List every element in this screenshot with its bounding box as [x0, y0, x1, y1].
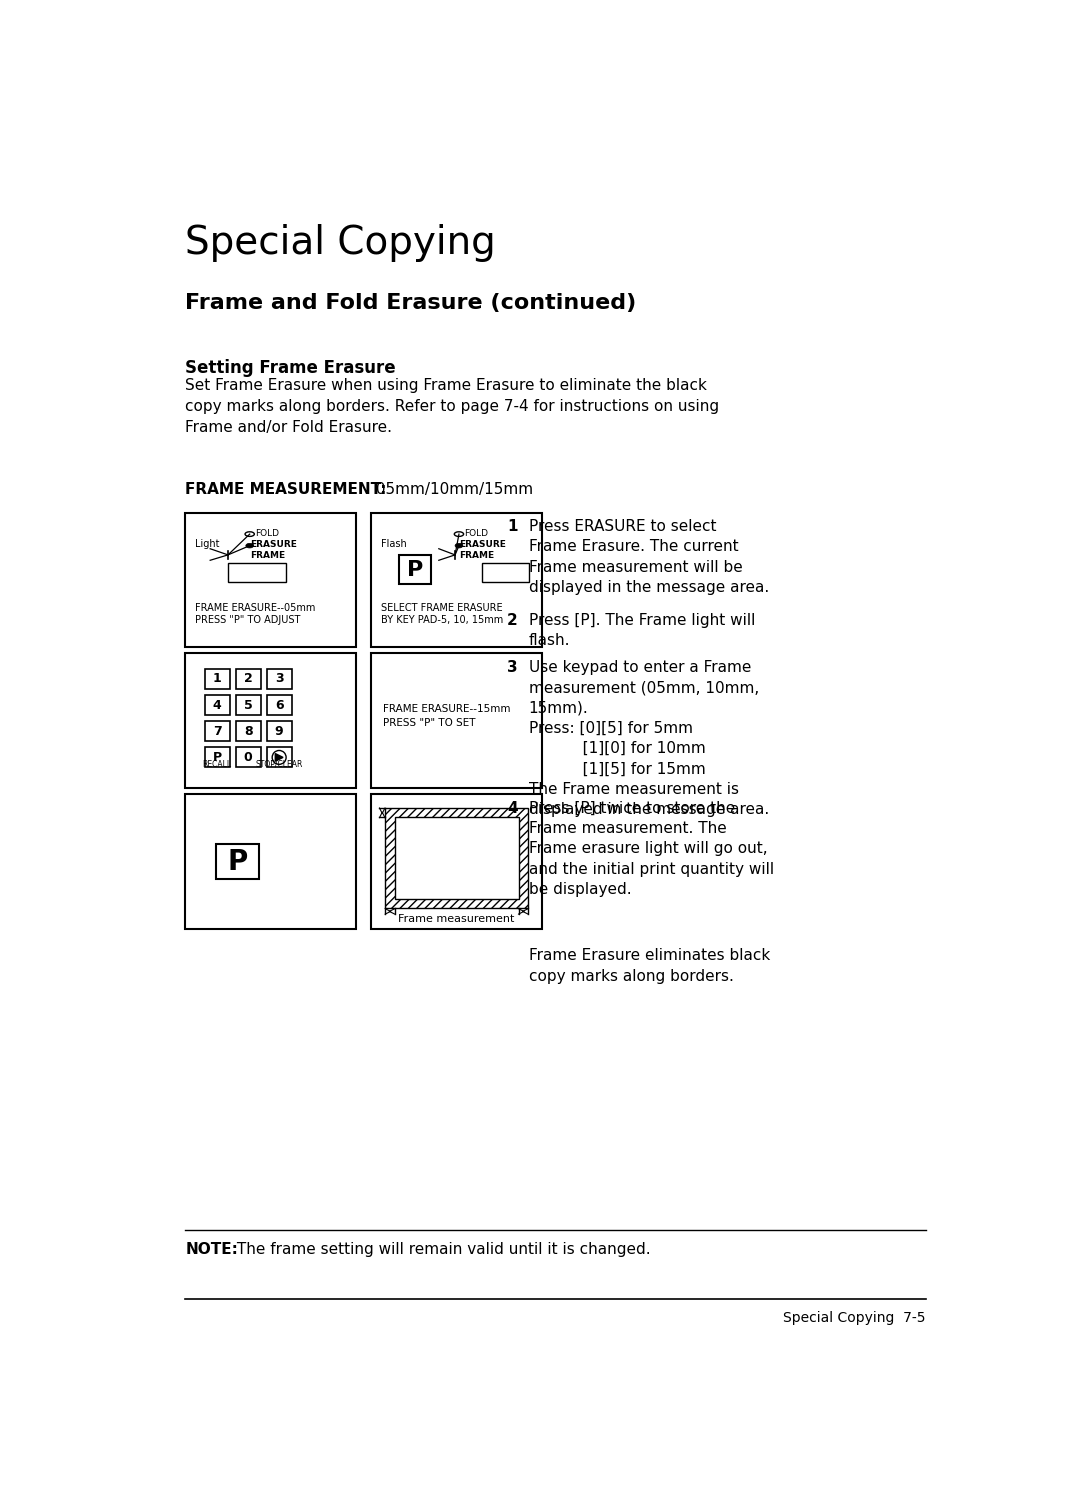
- Ellipse shape: [455, 532, 463, 537]
- Text: 05mm/10mm/15mm: 05mm/10mm/15mm: [372, 482, 534, 497]
- Text: Special Copying  7-5: Special Copying 7-5: [783, 1311, 926, 1325]
- Text: RECALL: RECALL: [203, 759, 232, 768]
- Text: Frame measurement: Frame measurement: [399, 913, 515, 924]
- Text: FOLD: FOLD: [464, 529, 488, 538]
- Text: PRESS "P" TO ADJUST: PRESS "P" TO ADJUST: [194, 615, 300, 624]
- Bar: [482, 562, 529, 582]
- Bar: [205, 721, 230, 741]
- Text: SELECT FRAME ERASURE: SELECT FRAME ERASURE: [380, 603, 502, 612]
- Text: Flash: Flash: [380, 540, 406, 549]
- Circle shape: [272, 750, 286, 765]
- Text: BY KEY PAD-5, 10, 15mm: BY KEY PAD-5, 10, 15mm: [380, 615, 503, 624]
- Text: 3: 3: [274, 673, 283, 685]
- Text: ERASURE: ERASURE: [249, 540, 297, 549]
- Text: Press [P]. The Frame light will
flash.: Press [P]. The Frame light will flash.: [529, 612, 755, 649]
- Text: The frame setting will remain valid until it is changed.: The frame setting will remain valid unti…: [232, 1241, 650, 1256]
- Text: Setting Frame Erasure: Setting Frame Erasure: [186, 358, 396, 376]
- Text: 9: 9: [274, 724, 283, 738]
- Text: 1: 1: [507, 519, 517, 534]
- Ellipse shape: [245, 532, 255, 537]
- Bar: [186, 794, 356, 928]
- Bar: [267, 747, 292, 768]
- Text: PRESS "P" TO SET: PRESS "P" TO SET: [383, 718, 475, 729]
- Bar: [228, 562, 286, 582]
- Text: Frame Erasure eliminates black
copy marks along borders.: Frame Erasure eliminates black copy mark…: [529, 948, 770, 984]
- Bar: [372, 653, 542, 788]
- Bar: [386, 809, 528, 909]
- Text: STOP/CLEAR: STOP/CLEAR: [256, 759, 302, 768]
- Bar: [394, 818, 518, 900]
- Text: P: P: [213, 751, 221, 764]
- Text: 4: 4: [213, 699, 221, 712]
- Text: Press [P] twice to store the
Frame measurement. The
Frame erasure light will go : Press [P] twice to store the Frame measu…: [529, 800, 774, 897]
- Text: 1: 1: [213, 673, 221, 685]
- Text: Special Copying: Special Copying: [186, 224, 496, 262]
- Text: P: P: [407, 559, 423, 579]
- Polygon shape: [275, 753, 283, 761]
- Text: 3: 3: [507, 659, 517, 674]
- Bar: [235, 747, 260, 768]
- Bar: [399, 555, 431, 584]
- Bar: [205, 668, 230, 689]
- Text: FOLD: FOLD: [255, 529, 279, 538]
- Text: FRAME ERASURE--05mm: FRAME ERASURE--05mm: [194, 603, 315, 612]
- Text: FRAME ERASURE--15mm: FRAME ERASURE--15mm: [383, 703, 511, 714]
- Text: Use keypad to enter a Frame
measurement (05mm, 10mm,
15mm).
Press: [0][5] for 5m: Use keypad to enter a Frame measurement …: [529, 659, 769, 818]
- Bar: [205, 696, 230, 715]
- Text: 8: 8: [244, 724, 253, 738]
- Text: 2: 2: [507, 612, 517, 627]
- Ellipse shape: [246, 543, 254, 547]
- Text: 7: 7: [213, 724, 221, 738]
- Text: FRAME: FRAME: [249, 550, 285, 559]
- Text: Set Frame Erasure when using Frame Erasure to eliminate the black
copy marks alo: Set Frame Erasure when using Frame Erasu…: [186, 378, 719, 435]
- Bar: [205, 747, 230, 768]
- Text: P: P: [228, 848, 247, 875]
- Text: Press ERASURE to select
Frame Erasure. The current
Frame measurement will be
dis: Press ERASURE to select Frame Erasure. T…: [529, 519, 769, 594]
- Text: NOTE:: NOTE:: [186, 1241, 239, 1256]
- Ellipse shape: [455, 543, 463, 547]
- Text: FRAME: FRAME: [459, 550, 494, 559]
- Text: 5: 5: [244, 699, 253, 712]
- Bar: [216, 844, 259, 878]
- Text: 4: 4: [507, 800, 517, 815]
- Bar: [267, 721, 292, 741]
- Text: ERASURE: ERASURE: [459, 540, 505, 549]
- Bar: [267, 696, 292, 715]
- Bar: [186, 513, 356, 647]
- Bar: [372, 794, 542, 928]
- Bar: [267, 668, 292, 689]
- Bar: [235, 696, 260, 715]
- Text: FRAME MEASUREMENT:: FRAME MEASUREMENT:: [186, 482, 387, 497]
- Bar: [186, 653, 356, 788]
- Text: 2: 2: [244, 673, 253, 685]
- Bar: [235, 668, 260, 689]
- Text: 0: 0: [244, 751, 253, 764]
- Bar: [235, 721, 260, 741]
- Bar: [372, 513, 542, 647]
- Text: Light: Light: [194, 540, 219, 549]
- Text: 6: 6: [274, 699, 283, 712]
- Text: Frame and Fold Erasure (continued): Frame and Fold Erasure (continued): [186, 293, 636, 313]
